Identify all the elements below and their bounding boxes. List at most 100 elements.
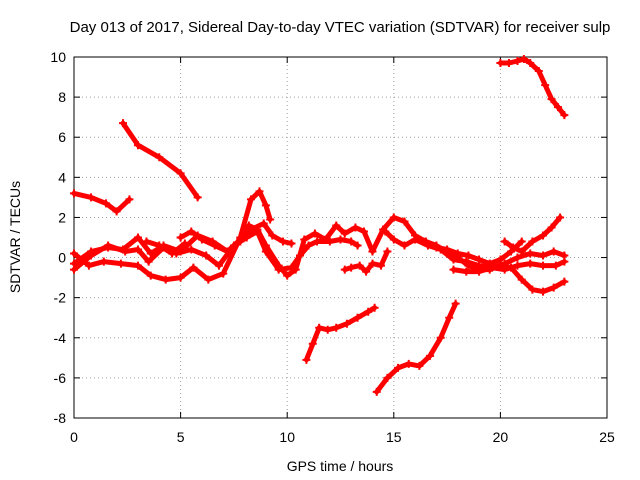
data-point (526, 249, 535, 258)
data-point (323, 325, 332, 334)
data-point (426, 351, 435, 360)
data-point (133, 261, 142, 270)
data-point (155, 153, 164, 162)
data-point (116, 259, 125, 268)
y-tick-label: -2 (54, 290, 67, 306)
data-point (547, 95, 556, 104)
data-point (99, 257, 108, 266)
data-point (300, 235, 309, 244)
data-point (310, 229, 319, 238)
data-point (513, 57, 522, 66)
series-arc-9 (340, 247, 392, 276)
y-tick-label: 10 (50, 49, 66, 65)
series-arc-15 (496, 55, 569, 120)
data-point (453, 249, 462, 258)
series-trace (71, 188, 273, 283)
series-group (70, 55, 569, 396)
data-point (187, 245, 196, 254)
data-point (432, 243, 441, 252)
data-point (274, 265, 283, 274)
data-point (332, 221, 341, 230)
data-point (539, 261, 548, 270)
data-point (526, 259, 535, 268)
chart-title: Day 013 of 2017, Sidereal Day-to-day VTE… (70, 19, 611, 36)
data-point (436, 333, 445, 342)
data-point (534, 67, 543, 76)
data-point (84, 261, 93, 270)
series-arc-7 (176, 219, 296, 256)
series-arc-1 (70, 189, 134, 216)
data-point (404, 359, 413, 368)
data-point (161, 275, 170, 284)
data-point (513, 253, 522, 262)
data-point (133, 141, 142, 150)
series-arc-10 (372, 299, 460, 396)
data-point (223, 247, 232, 256)
series-arc-12 (411, 235, 526, 268)
data-point (517, 275, 526, 284)
data-point (142, 237, 151, 246)
data-point (313, 237, 322, 246)
data-point (389, 213, 398, 222)
data-point (487, 263, 496, 272)
data-point (125, 195, 134, 204)
data-point (368, 259, 377, 268)
data-point (359, 227, 368, 236)
data-point (517, 247, 526, 256)
series-arc-14 (500, 213, 565, 256)
x-tick-label: 5 (177, 429, 185, 445)
data-point (549, 247, 558, 256)
data-point (255, 187, 264, 196)
data-point (528, 285, 537, 294)
data-point (144, 257, 153, 266)
data-point (189, 263, 198, 272)
data-point (415, 361, 424, 370)
data-point (336, 235, 345, 244)
data-point (308, 339, 317, 348)
data-point (443, 245, 452, 254)
data-point (549, 283, 558, 292)
data-point (451, 299, 460, 308)
data-point (464, 251, 473, 260)
data-point (539, 251, 548, 260)
x-tick-label: 0 (70, 429, 78, 445)
data-point (347, 237, 356, 246)
data-point (287, 263, 296, 272)
data-point (364, 307, 373, 316)
series-trace (382, 229, 567, 273)
data-point (372, 387, 381, 396)
data-point (462, 267, 471, 276)
data-point (187, 227, 196, 236)
data-point (146, 271, 155, 280)
x-tick-label: 20 (493, 429, 509, 445)
data-point (236, 237, 245, 246)
y-tick-label: 2 (58, 209, 66, 225)
data-point (197, 235, 206, 244)
data-point (325, 237, 334, 246)
axis-ticks: 0 5 10 15 20 25 -8 -6 -4 -2 0 2 4 6 8 10 (50, 49, 615, 445)
data-point (70, 189, 78, 198)
data-point (180, 239, 189, 248)
data-point (315, 323, 324, 332)
y-axis-label: SDTVAR / TECUs (7, 181, 23, 293)
data-point (547, 223, 556, 232)
data-point (70, 265, 78, 274)
data-point (244, 221, 253, 230)
y-tick-label: 6 (58, 129, 66, 145)
data-point (539, 287, 548, 296)
data-point (340, 265, 349, 274)
data-point (119, 119, 128, 128)
data-point (496, 255, 505, 264)
x-tick-label: 25 (599, 429, 615, 445)
series-arc-2 (119, 119, 202, 202)
series-arc-13 (449, 247, 569, 276)
data-point (101, 199, 110, 208)
series-arc-8 (302, 303, 379, 364)
y-tick-label: -8 (54, 410, 67, 426)
data-point (560, 251, 569, 260)
data-point (202, 251, 211, 260)
data-point (541, 81, 550, 90)
y-tick-label: 8 (58, 89, 66, 105)
plot-frame (73, 56, 608, 419)
